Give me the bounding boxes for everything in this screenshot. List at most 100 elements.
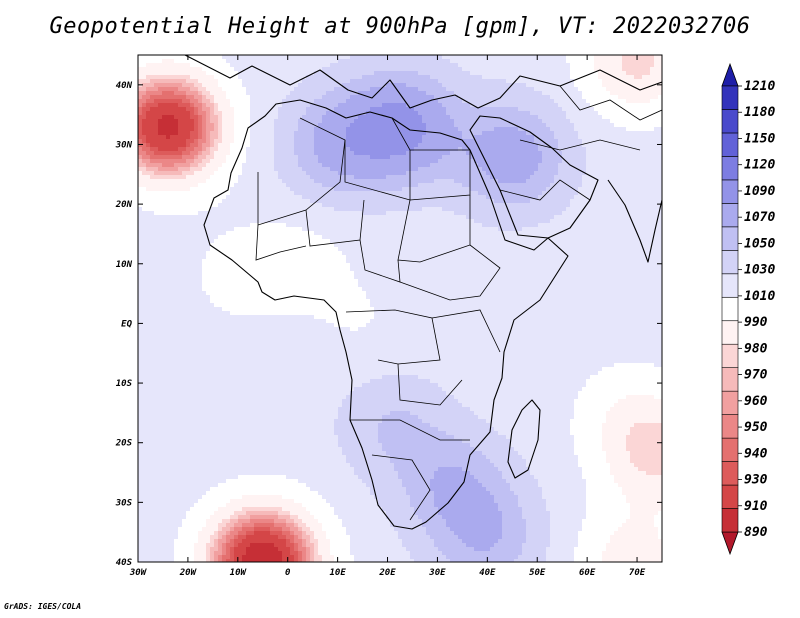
field-cell	[406, 107, 411, 112]
field-cell	[442, 91, 447, 96]
field-cell	[146, 203, 151, 208]
field-cell	[182, 155, 187, 160]
field-cell	[358, 175, 363, 180]
field-cell	[402, 119, 407, 124]
field-cell	[430, 107, 435, 112]
field-cell	[150, 91, 155, 96]
field-cell	[478, 155, 483, 160]
field-cell	[562, 79, 567, 84]
field-cell	[630, 99, 635, 104]
field-cell	[570, 139, 575, 144]
field-cell	[650, 203, 655, 208]
field-cell	[594, 103, 599, 108]
field-cell	[538, 203, 543, 208]
field-cell	[654, 187, 659, 192]
field-cell	[410, 67, 415, 72]
field-cell	[286, 127, 291, 132]
field-cell	[170, 139, 175, 144]
field-cell	[222, 155, 227, 160]
field-cell	[570, 75, 575, 80]
field-cell	[562, 95, 567, 100]
field-cell	[530, 151, 535, 156]
field-cell	[434, 199, 439, 204]
field-cell	[226, 87, 231, 92]
field-cell	[262, 127, 267, 132]
field-cell	[422, 115, 427, 120]
field-cell	[358, 107, 363, 112]
field-cell	[182, 195, 187, 200]
field-cell	[318, 195, 323, 200]
field-cell	[378, 183, 383, 188]
field-cell	[146, 71, 151, 76]
field-cell	[374, 187, 379, 192]
field-cell	[366, 87, 371, 92]
field-cell	[634, 151, 639, 156]
field-cell	[510, 147, 515, 152]
field-cell	[450, 91, 455, 96]
field-cell	[378, 99, 383, 104]
field-cell	[574, 115, 579, 120]
field-cell	[454, 199, 459, 204]
field-cell	[554, 119, 559, 124]
field-cell	[582, 155, 587, 160]
field-cell	[502, 167, 507, 172]
field-cell	[410, 131, 415, 136]
field-cell	[270, 95, 275, 100]
field-cell	[246, 139, 251, 144]
field-cell	[170, 99, 175, 104]
field-cell	[198, 79, 203, 84]
field-cell	[382, 123, 387, 128]
field-cell	[390, 79, 395, 84]
field-cell	[342, 151, 347, 156]
field-cell	[186, 59, 191, 64]
field-cell	[454, 171, 459, 176]
field-cell	[634, 163, 639, 168]
field-cell	[634, 179, 639, 184]
field-cell	[338, 99, 343, 104]
field-cell	[622, 151, 627, 156]
field-cell	[642, 199, 647, 204]
field-cell	[630, 199, 635, 204]
field-cell	[622, 79, 627, 84]
field-cell	[594, 151, 599, 156]
field-cell	[326, 183, 331, 188]
field-cell	[330, 131, 335, 136]
field-cell	[622, 71, 627, 76]
field-cell	[658, 99, 662, 104]
field-cell	[142, 155, 147, 160]
field-cell	[570, 135, 575, 140]
field-cell	[642, 127, 647, 132]
field-cell	[486, 83, 491, 88]
field-cell	[438, 203, 443, 208]
field-cell	[282, 55, 287, 60]
field-cell	[346, 127, 351, 132]
field-cell	[246, 63, 251, 68]
field-cell	[458, 203, 463, 208]
field-cell	[522, 91, 527, 96]
field-cell	[438, 95, 443, 100]
field-cell	[378, 179, 383, 184]
field-cell	[286, 75, 291, 80]
field-cell	[430, 187, 435, 192]
field-cell	[526, 91, 531, 96]
field-cell	[534, 111, 539, 116]
field-cell	[198, 191, 203, 196]
field-cell	[530, 103, 535, 108]
field-cell	[454, 87, 459, 92]
field-cell	[318, 111, 323, 116]
field-cell	[610, 87, 615, 92]
field-cell	[530, 119, 535, 124]
field-cell	[146, 207, 151, 212]
field-cell	[534, 183, 539, 188]
field-cell	[566, 187, 571, 192]
field-cell	[238, 127, 243, 132]
field-cell	[258, 199, 263, 204]
field-cell	[542, 171, 547, 176]
field-cell	[614, 107, 619, 112]
field-cell	[154, 75, 159, 80]
field-cell	[354, 143, 359, 148]
field-cell	[602, 75, 607, 80]
field-cell	[606, 111, 611, 116]
field-cell	[566, 95, 571, 100]
